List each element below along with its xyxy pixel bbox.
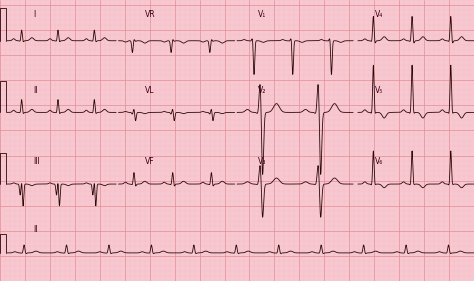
Text: II: II — [33, 86, 37, 95]
Text: V₃: V₃ — [258, 157, 267, 166]
Text: VR: VR — [145, 10, 155, 19]
Text: V₅: V₅ — [374, 86, 383, 95]
Text: VF: VF — [145, 157, 154, 166]
Text: V₆: V₆ — [374, 157, 383, 166]
Text: VL: VL — [145, 86, 154, 95]
Text: V₂: V₂ — [258, 86, 267, 95]
Text: V₁: V₁ — [258, 10, 266, 19]
Text: V₄: V₄ — [374, 10, 383, 19]
Text: II: II — [33, 225, 37, 234]
Text: I: I — [33, 10, 36, 19]
Text: III: III — [33, 157, 40, 166]
